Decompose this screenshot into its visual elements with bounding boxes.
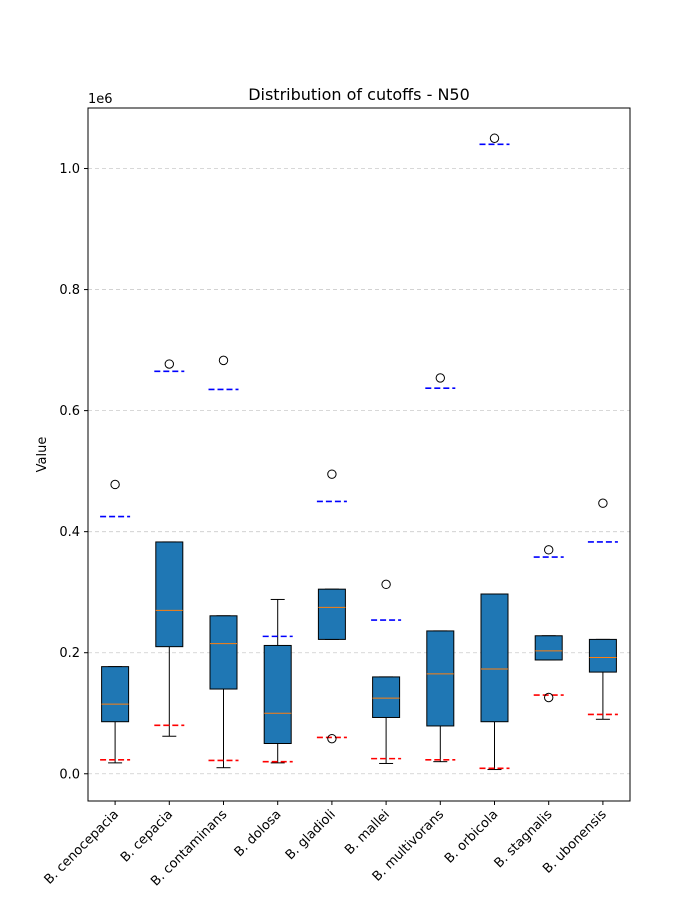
box-B. cepacia [155,541,184,648]
box-B. gladioli [317,588,346,640]
box-B. stagnalis [534,635,563,661]
y-tick-label: 0.4 [59,525,80,540]
x-tick-label: B. mallei [342,807,393,858]
outlier-point [327,469,337,479]
box-B. ubonensis [588,638,617,673]
outlier-point [544,545,554,555]
y-tick-label: 0.0 [59,767,80,782]
y-ticks: 0.0 0.2 0.4 0.6 0.8 1.0 [59,162,88,782]
chart-title: Distribution of cutoffs - N50 [248,85,470,104]
box-B. mallei [372,676,401,718]
y-tick-label: 1.0 [59,162,80,177]
box-B. multivorans [426,630,455,727]
x-tick-label: B. cenocepacia [42,807,122,887]
x-tick-label: B. gladioli [283,807,339,863]
outlier-point [435,373,445,383]
outlier-point [327,733,337,744]
box-B. orbicola [480,593,509,723]
box-B. dolosa [263,644,292,745]
outlier-point [164,359,175,369]
y-scale-offset: 1e6 [88,92,113,107]
outlier-point [598,498,608,508]
y-axis-label: Value [35,437,50,473]
outlier-point [544,692,554,703]
axes-frame [87,107,631,802]
x-tick-label: B. orbicola [442,807,501,866]
outlier-point [381,579,391,590]
boxes-layer [101,541,617,771]
box-B. cenocepacia [101,666,130,723]
outlier-point [489,133,500,143]
x-tick-label: B. cepacia [118,807,176,865]
x-tick-label: B. dolosa [232,807,285,860]
y-tick-label: 0.8 [59,283,80,298]
outlier-point [218,355,229,366]
y-tick-label: 0.6 [59,404,80,419]
outlier-point [110,479,120,490]
cutoffs-layer [100,143,618,770]
y-tick-label: 0.2 [59,646,80,661]
box-B. contaminans [209,615,238,690]
fliers-layer [110,133,608,744]
